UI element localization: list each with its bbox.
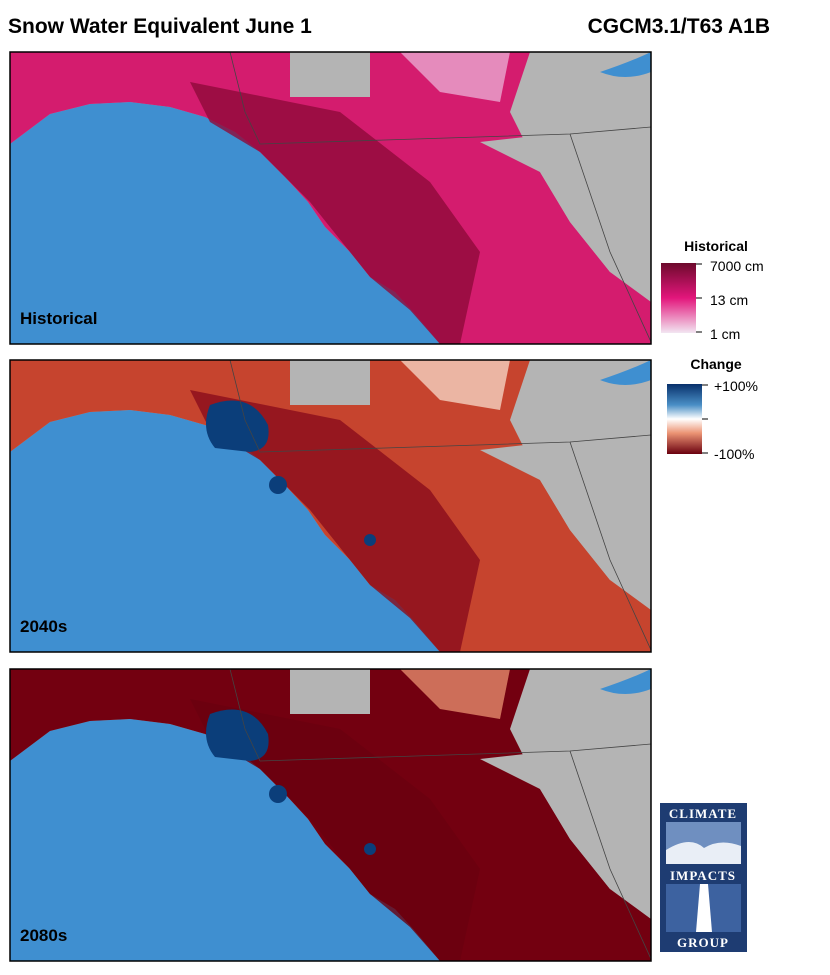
snow-increase [206,709,269,761]
legend-title: Historical [684,238,748,254]
legend-label: 13 cm [710,292,748,308]
logo-text: GROUP [677,935,729,950]
border [569,441,651,651]
panel-frame [9,51,652,345]
bare-land [480,132,651,282]
map-content [10,360,651,652]
panel-label: 2080s [20,926,67,945]
snow-increase [364,843,376,855]
panel-label: 2040s [20,617,67,636]
snow-core [190,390,480,652]
logo: CLIMATE IMPACTS GROUP [660,803,747,952]
bare-land [290,52,370,97]
panel-frame [9,668,652,962]
logo-text: IMPACTS [670,868,736,883]
legend-colorbar [667,384,702,454]
border [229,669,261,762]
legend-colorbar [661,263,696,333]
lake [600,669,651,694]
snow-increase [269,785,287,803]
bare-land [480,749,651,899]
map-panel: Historical [9,51,652,345]
map-panel: 2080s [9,668,652,962]
snow-light [400,669,510,719]
border [229,360,261,453]
map-content [10,52,651,344]
legend-label: 7000 cm [710,258,764,274]
border [229,52,261,145]
title: Snow Water Equivalent June 1 [8,15,312,38]
border [569,750,651,960]
legend-label: -100% [714,446,754,462]
bare-land [290,360,370,405]
bare-land [480,440,651,590]
snow-increase [364,534,376,546]
map-panels: Historical 2040s 2080s [9,51,652,962]
lake [600,52,651,77]
panel-label: Historical [20,309,97,328]
snow-core [190,699,480,961]
logo-text: CLIMATE [669,806,737,821]
legend-title: Change [690,356,742,372]
map-panel: 2040s [9,359,652,653]
snow-core [190,82,480,344]
snow-light [400,360,510,410]
legend-label: +100% [714,378,758,394]
panel-frame [9,359,652,653]
snow-light [400,52,510,102]
bare-land [290,669,370,714]
map-content [10,669,651,961]
border [569,133,651,343]
snow-increase [269,476,287,494]
model-name: CGCM3.1/T63 A1B [588,15,770,38]
lake [600,360,651,385]
snow-increase [206,400,269,452]
legend-label: 1 cm [710,326,740,342]
